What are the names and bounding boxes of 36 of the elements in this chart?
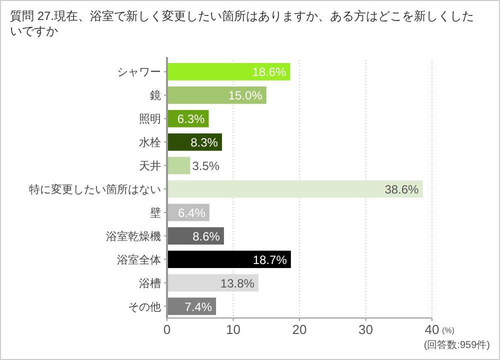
x-tick-label: 30 [358, 322, 373, 337]
data-label: 13.8% [220, 276, 255, 290]
data-label: 6.3% [177, 112, 206, 126]
bar [167, 63, 290, 80]
data-label: 18.6% [252, 65, 287, 80]
data-label: 15.0% [228, 88, 263, 103]
data-label: 7.4% [184, 300, 212, 314]
data-label: 18.7% [252, 252, 288, 267]
data-label: 38.6% [384, 182, 420, 196]
bar [167, 156, 190, 174]
bar [167, 180, 423, 198]
y-tick-label: その他 [128, 301, 161, 314]
bar [167, 86, 266, 104]
text: (回答数:959件) [424, 339, 490, 351]
y-tick-label: 浴槽 [139, 278, 161, 290]
y-tick-label: 浴室全体 [117, 253, 161, 266]
y-tick-label: 照明 [139, 114, 161, 126]
data-label: 6.4% [178, 206, 206, 220]
y-tick-label: シャワー [117, 66, 161, 79]
data-label: 8.3% [190, 136, 218, 150]
title: 質問 27.現在、浴室で新しく変更したい箇所はありますか、ある方はどこを新しくしたいですか [10, 9, 474, 38]
bar [167, 250, 291, 268]
y-tick-label: 水栓 [139, 136, 161, 150]
y-tick-label: 壁 [150, 206, 161, 220]
y-tick-label: 浴室乾燥機 [106, 230, 161, 243]
x-axis-title: (%) [442, 326, 455, 335]
y-tick-label: 特に変更したい箇所はない [29, 183, 161, 196]
x-tick-label: 10 [226, 322, 240, 337]
x-tick-label: 0 [163, 322, 171, 337]
y-tick-label: 天井 [139, 160, 161, 173]
x-tick-label: 40 [424, 322, 440, 337]
x-tick-label: 20 [292, 322, 307, 337]
data-label: 8.6% [192, 229, 220, 244]
data-label: 3.5% [192, 159, 220, 174]
bar [167, 274, 258, 292]
y-tick-label: 鏡 [150, 89, 161, 102]
